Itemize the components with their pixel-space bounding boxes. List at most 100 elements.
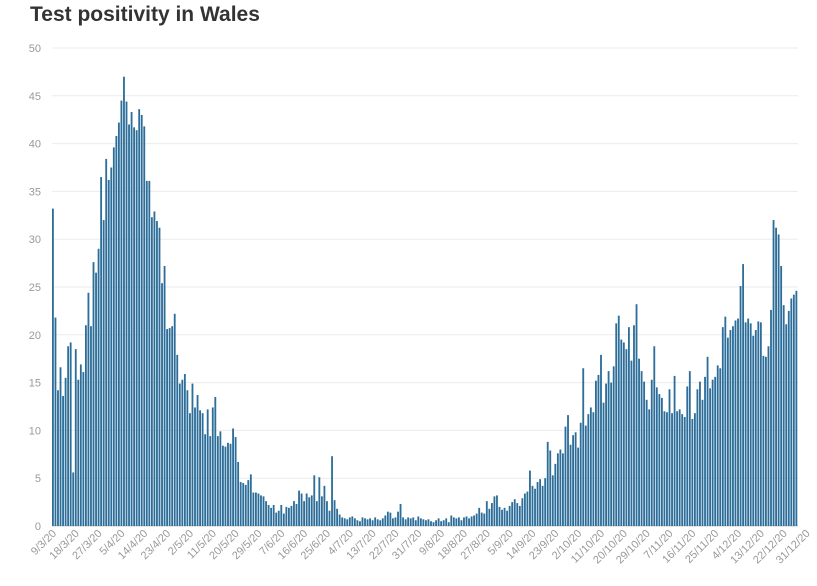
bar [490, 503, 493, 526]
bar [688, 371, 691, 526]
bar [270, 507, 273, 526]
bar [693, 413, 696, 526]
bar [194, 407, 196, 526]
bar [313, 475, 316, 526]
bar [744, 322, 747, 526]
bar [430, 521, 432, 526]
bar [714, 376, 717, 526]
bar [473, 515, 476, 526]
bar [607, 371, 610, 526]
bar [287, 507, 290, 526]
bar [653, 346, 656, 526]
bar [564, 426, 567, 526]
bar [671, 413, 673, 526]
bar [658, 394, 661, 526]
bar [757, 321, 760, 526]
bar [143, 126, 146, 526]
bar [72, 472, 75, 526]
bar [595, 380, 597, 526]
bar [412, 517, 415, 526]
bar [318, 477, 321, 526]
bar [452, 517, 455, 526]
bar [501, 509, 503, 526]
bar [470, 516, 473, 526]
bar [285, 506, 288, 526]
bar [402, 517, 404, 526]
bar [242, 482, 245, 526]
bar [655, 387, 658, 526]
bar [54, 317, 57, 526]
bar [107, 179, 110, 526]
bar [133, 127, 136, 526]
bar [739, 286, 742, 526]
bar [475, 513, 478, 526]
bar [526, 491, 529, 526]
bar [359, 521, 361, 526]
bar [353, 518, 356, 526]
bar [110, 167, 113, 526]
bar [440, 521, 443, 526]
bar [648, 409, 651, 526]
bar [754, 330, 757, 526]
bar [310, 495, 313, 526]
bar [465, 516, 468, 526]
bar [742, 264, 745, 526]
bar [153, 211, 156, 527]
bar [450, 515, 453, 526]
bar [295, 504, 298, 526]
bar [67, 346, 70, 526]
bar [577, 447, 580, 526]
bar [691, 418, 694, 526]
bar [128, 124, 130, 526]
bar [549, 450, 552, 526]
bar [574, 432, 577, 526]
bar [546, 441, 549, 526]
bar [521, 498, 524, 526]
bar [785, 324, 788, 526]
bar [260, 495, 262, 526]
bar [531, 485, 534, 526]
bar [384, 515, 387, 526]
bar [69, 342, 72, 526]
bar [148, 180, 151, 526]
bar-series [52, 76, 798, 527]
bar [214, 396, 217, 526]
bar [343, 518, 346, 526]
bar [422, 519, 425, 526]
bar [100, 177, 103, 526]
bar [660, 397, 663, 526]
bar [156, 221, 158, 527]
bar [92, 262, 95, 526]
bar [792, 294, 795, 526]
bar [199, 410, 201, 526]
bar [399, 504, 402, 526]
bar [140, 114, 143, 527]
y-tick-label: 10 [29, 425, 41, 437]
y-tick-label: 40 [29, 139, 41, 151]
bar [541, 485, 544, 526]
bar [209, 436, 212, 526]
bar [752, 335, 755, 526]
bar [513, 499, 516, 526]
bar [211, 407, 214, 526]
bar [407, 517, 410, 526]
bar [650, 379, 653, 526]
bar [181, 379, 184, 526]
bar [336, 508, 339, 526]
bar [166, 329, 169, 526]
bar [457, 517, 460, 526]
bar [419, 518, 422, 526]
bar [272, 504, 275, 526]
bar [115, 135, 118, 526]
bar [602, 402, 605, 526]
bar [305, 493, 308, 526]
bar [386, 511, 389, 526]
bar [64, 377, 67, 526]
bar [493, 496, 496, 526]
bar [559, 449, 562, 526]
bar [523, 493, 526, 526]
bar [254, 492, 257, 526]
bar [676, 411, 679, 526]
bar [787, 310, 790, 526]
